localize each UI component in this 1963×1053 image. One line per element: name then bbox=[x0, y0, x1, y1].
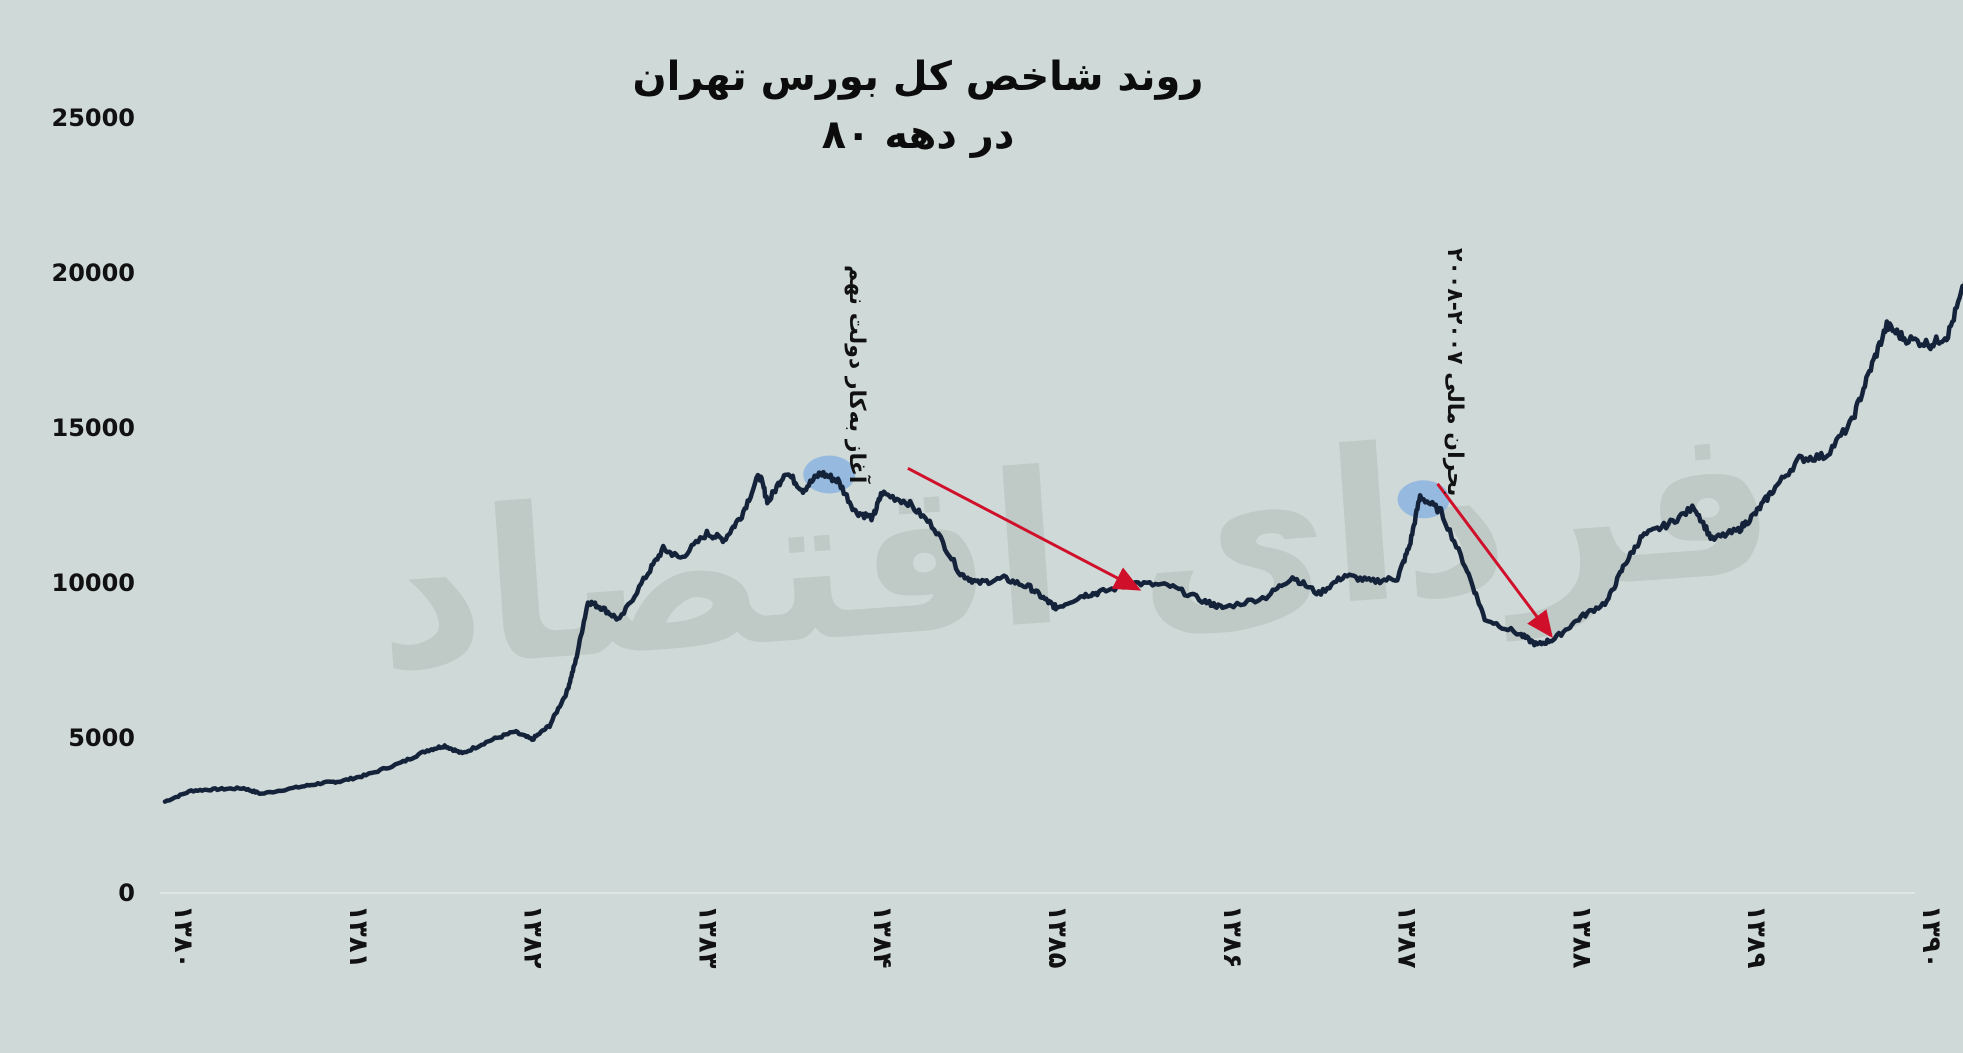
series-line-0 bbox=[162, 281, 1963, 804]
x-axis: ۱۳۸۰ ۱۳۸۱ ۱۳۸۲ ۱۳۸۳ ۱۳۸۴ ۱۳۸۵ ۱۳۸۶ ۱۳۸۷ ۱۳۸۸ ۱۳۸۹… bbox=[168, 905, 1946, 969]
chart-title: روند شاخص کل بورس تهران bbox=[633, 54, 1204, 100]
y-tick-label-4: 20000 bbox=[52, 259, 136, 287]
x-tick-label-7: ۱۳۸۷ bbox=[1392, 905, 1422, 969]
y-axis: 0 5000 10000 15000 20000 25000 bbox=[52, 104, 136, 907]
x-tick-label-1: ۱۳۸۱ bbox=[343, 905, 373, 968]
chart-subtitle: در دهه ۸۰ bbox=[822, 112, 1015, 158]
y-tick-label-2: 10000 bbox=[52, 569, 136, 597]
x-tick-label-9: ۱۳۸۹ bbox=[1741, 905, 1771, 969]
annotation-arrow-1 bbox=[1436, 482, 1553, 639]
x-tick-label-5: ۱۳۸۵ bbox=[1042, 905, 1072, 969]
x-tick-label-0: ۱۳۸۰ bbox=[168, 905, 198, 968]
annotation-label-1: بحران مالی ۲۰۰۷-۲۰۰۸ bbox=[1442, 248, 1467, 496]
annotation-arrow-0 bbox=[907, 466, 1142, 591]
annotations: آغاز به‌کار دولت نهم بحران مالی ۲۰۰۷-۲۰۰۸ bbox=[844, 248, 1553, 639]
y-tick-label-1: 5000 bbox=[68, 724, 135, 752]
x-tick-label-8: ۱۳۸۸ bbox=[1566, 905, 1596, 969]
x-tick-label-2: ۱۳۸۲ bbox=[518, 905, 548, 969]
watermark-text: فردای اقتصاد bbox=[367, 377, 1783, 721]
y-tick-label-0: 0 bbox=[118, 879, 135, 907]
y-tick-label-3: 15000 bbox=[52, 414, 136, 442]
x-tick-label-6: ۱۳۸۶ bbox=[1217, 905, 1247, 968]
y-tick-label-5: 25000 bbox=[52, 104, 136, 132]
x-tick-label-3: ۱۳۸۳ bbox=[692, 905, 722, 969]
annotation-label-0: آغاز به‌کار دولت نهم bbox=[844, 265, 872, 484]
series-layer bbox=[162, 281, 1963, 804]
x-tick-label-10: ۱۳۹۰ bbox=[1916, 905, 1946, 968]
x-tick-label-4: ۱۳۸۴ bbox=[867, 905, 897, 968]
